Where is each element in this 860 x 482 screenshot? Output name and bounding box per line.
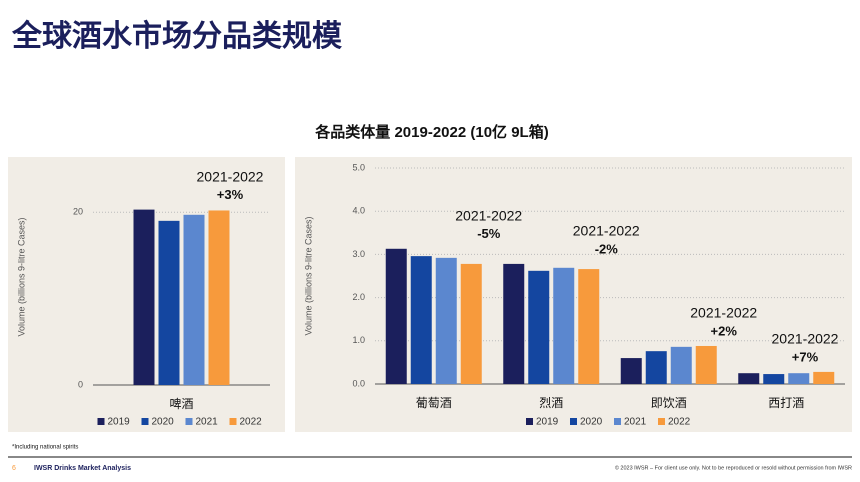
bar: [553, 267, 575, 384]
annotation: 2021-2022: [772, 331, 839, 347]
y-tick-label: 20: [73, 207, 83, 217]
x-tick-label: 啤酒: [169, 396, 193, 411]
legend-label: 2019: [108, 417, 131, 428]
y-tick-label: 4.0: [352, 206, 365, 216]
bar: [158, 220, 180, 385]
bar: [183, 214, 205, 385]
bar: [503, 263, 525, 384]
annotation: 2021-2022: [690, 305, 757, 321]
annotation: -5%: [477, 226, 501, 241]
bar: [410, 256, 432, 384]
x-tick-label: 烈酒: [539, 396, 563, 410]
legend-label: 2021: [624, 417, 647, 428]
bar: [620, 358, 642, 384]
bar: [578, 269, 600, 384]
annotation: +7%: [792, 349, 819, 364]
bar: [670, 346, 692, 384]
bar: [738, 373, 760, 384]
bar: [645, 351, 667, 384]
legend-label: 2020: [152, 417, 175, 428]
x-tick-label: 即饮酒: [651, 396, 687, 410]
footer-copyright: © 2023 IWSR – For client use only. Not t…: [615, 464, 852, 471]
legend-swatch: [570, 418, 577, 425]
annotation: 2021-2022: [455, 207, 522, 223]
bar: [208, 210, 230, 385]
bar: [695, 345, 717, 384]
annotation: 2021-2022: [197, 168, 264, 184]
legend-swatch: [229, 418, 237, 425]
legend-label: 2022: [668, 417, 691, 428]
legend-swatch: [141, 418, 149, 425]
footer-brand: IWSR Drinks Market Analysis: [34, 465, 131, 472]
footnote: *Including national spirits: [12, 445, 78, 451]
legend-swatch: [185, 418, 193, 425]
y-tick-label: 0: [78, 379, 83, 389]
x-tick-label: 西打酒: [768, 396, 804, 410]
legend-swatch: [526, 418, 533, 425]
legend-swatch: [614, 418, 621, 425]
legend-swatch: [97, 418, 105, 425]
y-axis-label: Volume (billions 9-litre Cases): [16, 217, 26, 336]
legend-label: 2020: [580, 417, 603, 428]
page-number: 6: [12, 465, 16, 472]
bar: [528, 270, 550, 384]
bar: [385, 248, 407, 384]
slide-title: 全球酒水市场分品类规模: [11, 19, 342, 53]
y-tick-label: 1.0: [352, 335, 365, 345]
bar: [133, 209, 155, 385]
annotation: -2%: [595, 241, 619, 256]
y-tick-label: 3.0: [352, 249, 365, 259]
legend-label: 2021: [196, 417, 219, 428]
bar: [435, 257, 457, 384]
legend-swatch: [658, 418, 665, 425]
annotation: 2021-2022: [573, 223, 640, 239]
bar: [763, 374, 785, 384]
y-axis-label: Volume (billions 9-litre Cases): [303, 216, 313, 335]
annotation: +3%: [217, 187, 244, 202]
bar: [460, 263, 482, 384]
bar: [788, 373, 810, 384]
y-tick-label: 2.0: [352, 292, 365, 302]
x-tick-label: 葡萄酒: [416, 396, 452, 410]
chart-subtitle: 各品类体量 2019-2022 (10亿 9L箱): [314, 123, 548, 141]
annotation: +2%: [711, 323, 738, 338]
legend-label: 2022: [240, 417, 263, 428]
y-tick-label: 0.0: [352, 378, 365, 388]
legend-label: 2019: [536, 417, 559, 428]
bar: [813, 371, 835, 384]
y-tick-label: 5.0: [352, 162, 365, 172]
